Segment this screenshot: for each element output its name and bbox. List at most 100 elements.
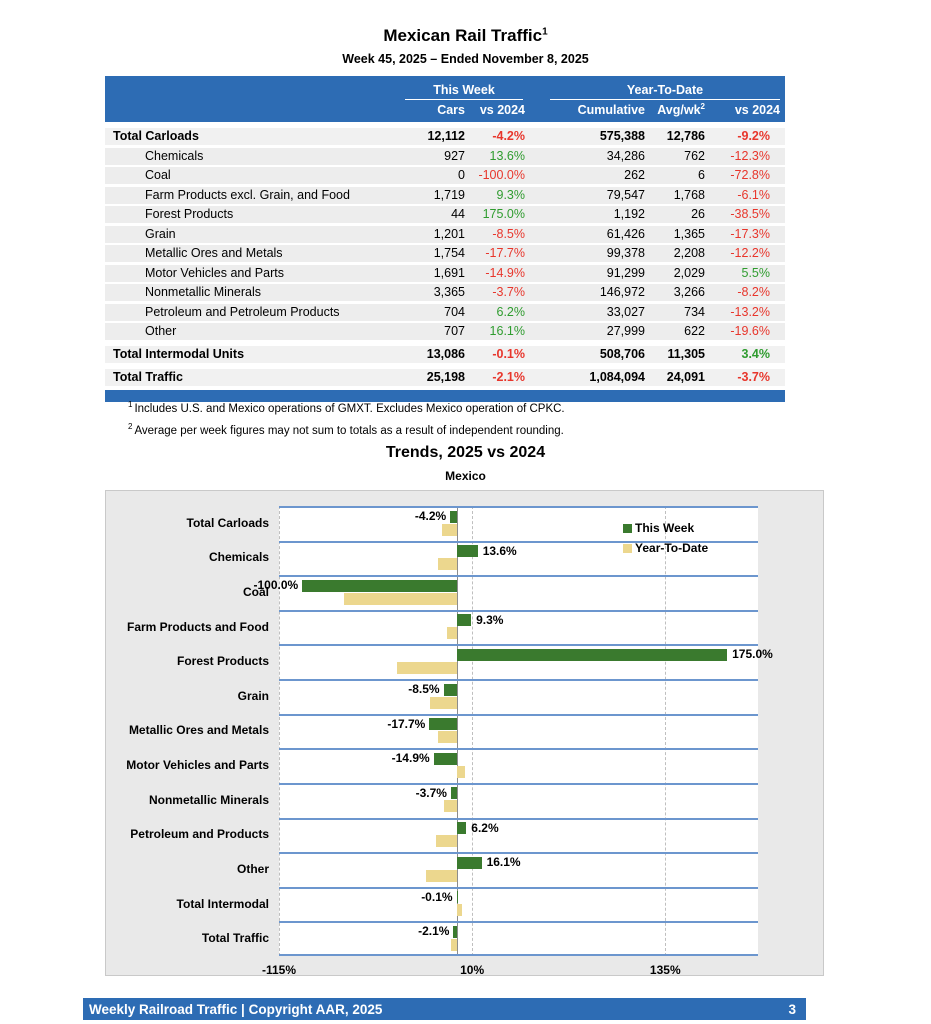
ytd-vs-2024-value: 3.4% — [741, 347, 771, 361]
commodity-label: Motor Vehicles and Parts — [145, 265, 284, 280]
legend-swatch-this-week — [623, 523, 632, 533]
week-vs-2024-value: -4.2% — [492, 129, 525, 143]
chart-category-label: Metallic Ores and Metals — [128, 723, 269, 738]
avg-per-week-value: 1,365 — [673, 226, 705, 241]
week-vs-2024-value: -0.1% — [492, 347, 525, 361]
table-row: Other 707 16.1% 27,999 622 -19.6% — [105, 323, 785, 340]
legend-label-this-week: This Week — [635, 521, 695, 535]
page-title: Mexican Rail Traffic1 — [0, 26, 931, 46]
page-title-text: Mexican Rail Traffic — [383, 26, 543, 45]
bar-value-label: 175.0% — [732, 647, 773, 662]
this-week-bar — [302, 579, 457, 592]
this-week-bar — [450, 510, 457, 523]
bar-value-label: 13.6% — [482, 543, 517, 558]
column-header-ytd-vs-2024: vs 2024 — [734, 102, 780, 117]
avg-per-week-value: 12,786 — [666, 129, 705, 143]
chart-category-label: Other — [236, 861, 269, 876]
chart-category-label: Total Intermodal — [176, 896, 269, 911]
page-subtitle: Week 45, 2025 – Ended November 8, 2025 — [342, 52, 589, 66]
commodity-label: Forest Products — [145, 207, 234, 221]
band-separator-line — [279, 679, 758, 682]
week-vs-2024-value: 175.0% — [482, 207, 525, 221]
ytd-vs-2024-value: -3.7% — [737, 370, 770, 384]
column-header-avg-per-week: Avg/wk2 — [657, 101, 705, 118]
commodity-label: Nonmetallic Minerals — [145, 285, 262, 299]
commodity-label: Total Traffic — [113, 370, 183, 384]
bar-value-label: -100.0% — [253, 578, 299, 593]
commodity-label: Grain — [145, 226, 176, 241]
bar-value-label: 6.2% — [471, 820, 499, 835]
week-vs-2024-value: -8.5% — [492, 226, 525, 241]
table-row: Motor Vehicles and Parts 1,691 -14.9% 91… — [105, 264, 785, 282]
year-to-date-bar — [437, 558, 457, 571]
x-gridline — [279, 506, 280, 956]
commodity-label: Total Carloads — [113, 129, 199, 143]
cumulative-value: 262 — [624, 168, 645, 182]
this-week-bar — [456, 545, 478, 558]
band-separator-line — [279, 954, 758, 956]
bar-value-label: -17.7% — [387, 716, 426, 731]
week-vs-2024-value: -17.7% — [485, 246, 525, 260]
this-week-bar — [433, 752, 457, 765]
table-row: Petroleum and Petroleum Products 704 6.2… — [105, 303, 785, 321]
ytd-vs-2024-value: -12.3% — [730, 148, 770, 163]
avg-per-week-value: 1,768 — [673, 187, 705, 202]
zero-axis-line — [456, 506, 458, 956]
cumulative-value: 146,972 — [599, 285, 645, 299]
avg-per-week-value: 2,208 — [673, 246, 705, 260]
cars-value: 3,365 — [433, 285, 465, 299]
ytd-vs-2024-value: -9.2% — [737, 129, 770, 143]
this-week-bar — [453, 925, 457, 938]
year-to-date-bar — [397, 661, 457, 674]
chart-plot-area: -4.2% 13.6% -100.0% 9.3% 175.0% -8.5% -17.7% -1… — [253, 506, 773, 956]
bar-value-label: -0.1% — [421, 889, 453, 904]
cars-value: 1,691 — [433, 265, 465, 280]
page-title-footnote-marker: 1 — [542, 26, 548, 38]
year-to-date-bar — [456, 765, 466, 778]
year-to-date-bar — [436, 835, 457, 848]
chart-panel: -4.2% 13.6% -100.0% 9.3% 175.0% -8.5% -17.7% -1… — [105, 490, 824, 977]
band-separator-line — [279, 575, 758, 578]
footer-page-number: 3 — [788, 1001, 796, 1017]
x-axis-tick-label: 10% — [460, 963, 485, 977]
ytd-vs-2024-value: -8.2% — [737, 285, 770, 299]
commodity-label: Farm Products excl. Grain, and Food — [145, 187, 350, 202]
table-row: Total Carloads 12,112 -4.2% 575,388 12,7… — [105, 128, 785, 145]
cars-value: 12,112 — [427, 129, 465, 143]
cars-value: 13,086 — [426, 347, 465, 361]
ytd-vs-2024-value: -12.2% — [730, 246, 770, 260]
chart-category-label: Total Carloads — [186, 515, 269, 530]
table-row: Metallic Ores and Metals 1,754 -17.7% 99… — [105, 245, 785, 262]
week-vs-2024-value: -14.9% — [485, 265, 525, 280]
chart-category-label: Forest Products — [176, 654, 269, 669]
table-bottom-bar — [105, 390, 785, 402]
footnotes: 1 Includes U.S. and Mexico operations of … — [128, 396, 565, 440]
this-week-bar — [450, 787, 457, 800]
band-separator-line — [279, 713, 758, 716]
column-header-cars: Cars — [437, 102, 465, 117]
table-row: Coal 0 -100.0% 262 6 -72.8% — [105, 167, 785, 184]
avg-per-week-value: 11,305 — [667, 347, 705, 361]
table-row: Total Intermodal Units 13,086 -0.1% 508,… — [105, 346, 785, 363]
cumulative-value: 27,999 — [606, 324, 645, 338]
bar-value-label: -14.9% — [391, 751, 430, 766]
band-separator-line — [279, 540, 758, 543]
cumulative-value: 508,706 — [599, 347, 645, 361]
chart-category-label: Chemicals — [208, 550, 269, 565]
week-vs-2024-value: -100.0% — [478, 168, 525, 182]
bar-value-label: -8.5% — [408, 682, 440, 697]
avg-per-week-value: 24,091 — [666, 370, 705, 384]
footnote-2: 2 Average per week figures may not sum to… — [128, 421, 564, 437]
table-body: Total Carloads 12,112 -4.2% 575,388 12,7… — [105, 128, 785, 386]
cars-value: 1,754 — [433, 246, 465, 260]
cumulative-value: 61,426 — [606, 226, 645, 241]
cars-value: 25,198 — [426, 370, 465, 384]
cars-value: 927 — [444, 148, 465, 163]
year-to-date-bar — [444, 800, 457, 813]
chart-legend: This Week Year-To-Date — [623, 518, 708, 558]
legend-item-year-to-date: Year-To-Date — [623, 538, 708, 558]
avg-per-week-value: 622 — [684, 324, 705, 338]
chart-category-label: Nonmetallic Minerals — [148, 792, 269, 807]
table-row: Farm Products excl. Grain, and Food 1,71… — [105, 186, 785, 204]
